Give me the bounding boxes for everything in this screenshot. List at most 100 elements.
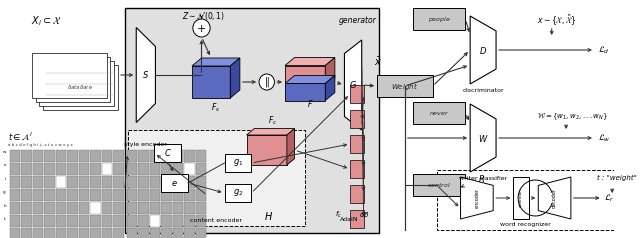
Bar bbox=[113, 202, 124, 214]
Bar bbox=[184, 176, 195, 188]
Bar bbox=[150, 150, 160, 162]
Text: encoder: encoder bbox=[474, 188, 479, 208]
Bar bbox=[67, 215, 77, 227]
Text: word recognizer: word recognizer bbox=[500, 222, 550, 227]
Bar bbox=[196, 176, 206, 188]
Polygon shape bbox=[35, 56, 110, 101]
Polygon shape bbox=[470, 16, 496, 84]
Bar bbox=[102, 228, 112, 238]
Text: $\mathcal{W} = \{w_1, w_2, ...w_N\}$: $\mathcal{W} = \{w_1, w_2, ...w_N\}$ bbox=[538, 112, 608, 123]
Bar bbox=[184, 202, 195, 214]
Polygon shape bbox=[325, 58, 335, 86]
Bar bbox=[44, 215, 54, 227]
Text: $\mathit{control}$: $\mathit{control}$ bbox=[427, 181, 451, 189]
Polygon shape bbox=[192, 66, 230, 98]
Bar bbox=[184, 215, 195, 227]
Bar bbox=[196, 215, 206, 227]
Bar bbox=[67, 228, 77, 238]
Bar bbox=[56, 202, 66, 214]
Polygon shape bbox=[136, 28, 156, 123]
Text: $t \in \mathcal{A}^l$: $t \in \mathcal{A}^l$ bbox=[8, 130, 33, 142]
Bar bbox=[377, 75, 433, 97]
Bar bbox=[10, 176, 20, 188]
Bar bbox=[154, 144, 181, 162]
Bar bbox=[102, 215, 112, 227]
Bar bbox=[10, 163, 20, 175]
Bar bbox=[67, 176, 77, 188]
Bar bbox=[196, 228, 206, 238]
Bar bbox=[127, 202, 137, 214]
Bar bbox=[161, 189, 172, 201]
Text: $\|$: $\|$ bbox=[264, 75, 269, 89]
Bar bbox=[21, 228, 31, 238]
Bar bbox=[150, 228, 160, 238]
Bar bbox=[102, 150, 112, 162]
Bar bbox=[67, 163, 77, 175]
Polygon shape bbox=[538, 177, 571, 219]
Polygon shape bbox=[344, 40, 362, 130]
Bar bbox=[184, 150, 195, 162]
Text: $Z \sim \mathcal{N}(0,1)$: $Z \sim \mathcal{N}(0,1)$ bbox=[182, 10, 225, 22]
Bar bbox=[33, 150, 43, 162]
Bar bbox=[138, 189, 148, 201]
Text: attention: attention bbox=[519, 189, 523, 207]
Bar bbox=[138, 150, 148, 162]
Bar bbox=[79, 228, 89, 238]
Bar bbox=[173, 228, 183, 238]
Bar bbox=[10, 202, 20, 214]
Bar bbox=[102, 176, 112, 188]
Bar bbox=[138, 163, 148, 175]
Text: $f_c$: $f_c$ bbox=[335, 210, 342, 220]
Bar bbox=[56, 228, 66, 238]
Polygon shape bbox=[287, 129, 294, 165]
Text: $\mathit{\delta ata\delta are}$: $\mathit{\delta ata\delta are}$ bbox=[67, 83, 94, 91]
Polygon shape bbox=[285, 75, 335, 84]
Text: $\bar{x}$: $\bar{x}$ bbox=[374, 56, 382, 68]
Text: $\mathcal{L}_w$: $\mathcal{L}_w$ bbox=[598, 132, 611, 144]
Bar bbox=[196, 202, 206, 214]
Bar bbox=[56, 176, 66, 188]
Text: $g_2$: $g_2$ bbox=[233, 188, 243, 198]
Text: $\mathit{Weight}$: $\mathit{Weight}$ bbox=[392, 80, 419, 91]
Bar bbox=[196, 163, 206, 175]
Text: $\mathit{people}$: $\mathit{people}$ bbox=[428, 15, 451, 24]
Polygon shape bbox=[325, 75, 335, 100]
Bar bbox=[90, 228, 100, 238]
Bar bbox=[33, 176, 43, 188]
Text: style encoder: style encoder bbox=[124, 142, 167, 147]
Bar bbox=[173, 150, 183, 162]
Text: $F_s$: $F_s$ bbox=[211, 101, 220, 114]
Text: $F_c$: $F_c$ bbox=[268, 114, 277, 127]
Bar bbox=[44, 150, 54, 162]
Bar bbox=[102, 163, 112, 175]
Bar bbox=[79, 150, 89, 162]
Bar bbox=[350, 160, 364, 178]
Bar bbox=[79, 215, 89, 227]
Polygon shape bbox=[470, 104, 496, 172]
Text: $X_i \subset \mathcal{X}$: $X_i \subset \mathcal{X}$ bbox=[31, 14, 61, 28]
Bar bbox=[90, 202, 100, 214]
Bar bbox=[113, 176, 124, 188]
Bar bbox=[127, 130, 305, 226]
Text: $g_1$: $g_1$ bbox=[233, 158, 243, 169]
Bar bbox=[90, 150, 100, 162]
Bar bbox=[79, 189, 89, 201]
Polygon shape bbox=[31, 53, 106, 98]
Text: content encoder: content encoder bbox=[190, 218, 243, 223]
Bar bbox=[44, 163, 54, 175]
Bar bbox=[436, 170, 614, 230]
Bar bbox=[44, 189, 54, 201]
Bar bbox=[184, 163, 195, 175]
Bar bbox=[21, 176, 31, 188]
Bar bbox=[173, 189, 183, 201]
Bar bbox=[127, 215, 137, 227]
Bar bbox=[67, 150, 77, 162]
Bar bbox=[138, 202, 148, 214]
Text: generator: generator bbox=[339, 16, 376, 25]
Polygon shape bbox=[246, 135, 287, 165]
Bar bbox=[184, 228, 195, 238]
Bar bbox=[113, 189, 124, 201]
Bar bbox=[21, 163, 31, 175]
Bar bbox=[161, 228, 172, 238]
Bar bbox=[350, 110, 364, 128]
